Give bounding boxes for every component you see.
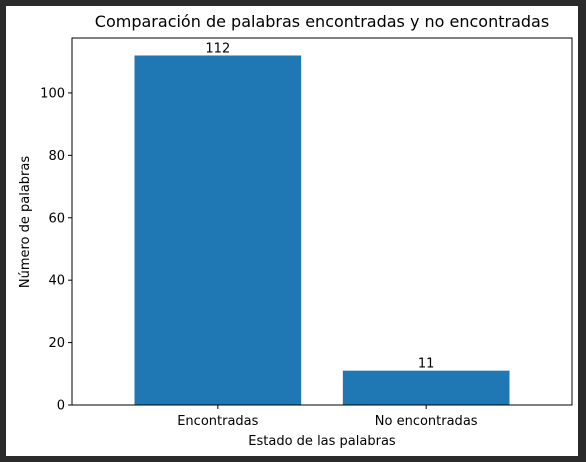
bars-layer: 112 11 xyxy=(134,41,510,405)
data-label: 11 xyxy=(418,357,435,372)
chart-frame: Comparación de palabras encontradas y no… xyxy=(6,6,578,456)
x-axis: Encontradas No encontradas xyxy=(177,405,478,429)
bar-encontradas xyxy=(134,55,302,405)
y-axis-label: Número de palabras xyxy=(18,156,33,289)
bar-chart: Comparación de palabras encontradas y no… xyxy=(18,12,573,449)
y-tick-label: 40 xyxy=(48,274,65,289)
plot-area xyxy=(71,37,573,406)
y-tick-label: 100 xyxy=(40,86,65,101)
x-tick-label: No encontradas xyxy=(375,414,478,429)
y-tick-label: 20 xyxy=(48,336,65,351)
x-tick-label: Encontradas xyxy=(177,414,258,429)
bar-no-encontradas xyxy=(342,370,510,405)
y-tick-label: 80 xyxy=(48,149,65,164)
y-tick-label: 60 xyxy=(48,211,65,226)
data-label: 112 xyxy=(205,41,230,56)
x-axis-label: Estado de las palabras xyxy=(248,434,396,449)
y-axis: 0 20 40 60 80 100 xyxy=(40,86,72,414)
chart-title: Comparación de palabras encontradas y no… xyxy=(95,12,549,31)
y-tick-label: 0 xyxy=(57,399,65,414)
